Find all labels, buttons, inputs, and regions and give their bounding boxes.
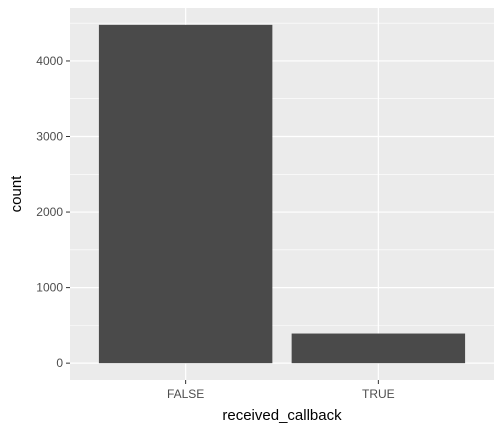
x-tick-label: TRUE bbox=[362, 387, 395, 401]
y-tick-label: 3000 bbox=[36, 130, 63, 144]
bars bbox=[98, 24, 466, 364]
bar-true bbox=[291, 333, 466, 364]
bar-false bbox=[98, 24, 273, 364]
y-tick-label: 0 bbox=[56, 356, 63, 370]
y-tick-label: 1000 bbox=[36, 281, 63, 295]
x-axis: FALSE TRUE bbox=[167, 380, 395, 401]
x-tick-label: FALSE bbox=[167, 387, 204, 401]
y-axis-title: count bbox=[8, 175, 25, 213]
y-tick-label: 2000 bbox=[36, 205, 63, 219]
y-axis: 0 1000 2000 3000 4000 bbox=[36, 54, 70, 370]
y-tick-label: 4000 bbox=[36, 54, 63, 68]
x-axis-title: received_callback bbox=[222, 407, 342, 424]
